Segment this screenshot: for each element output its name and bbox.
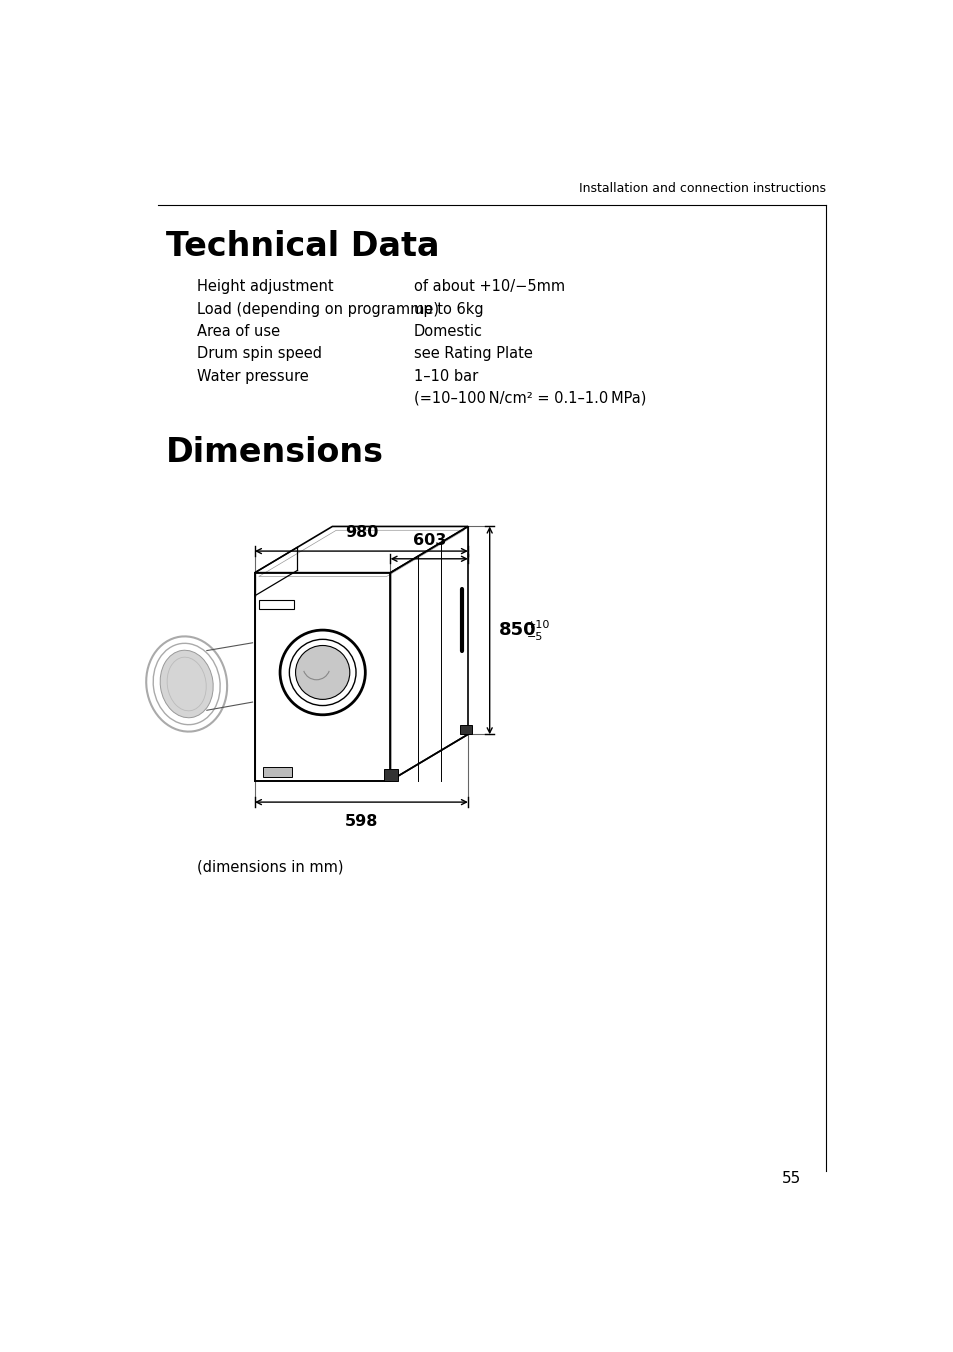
Text: of about +10/−5mm: of about +10/−5mm (414, 280, 564, 295)
Text: up to 6kg: up to 6kg (414, 301, 483, 316)
Text: Water pressure: Water pressure (196, 369, 308, 384)
Text: (dimensions in mm): (dimensions in mm) (196, 860, 343, 875)
Circle shape (295, 645, 350, 699)
Text: see Rating Plate: see Rating Plate (414, 346, 532, 361)
Text: 1–10 bar: 1–10 bar (414, 369, 477, 384)
Text: 980: 980 (344, 526, 377, 541)
Text: 850: 850 (498, 622, 536, 639)
Text: Load (depending on programme): Load (depending on programme) (196, 301, 438, 316)
Text: (=10–100 N/cm² = 0.1–1.0 MPa): (=10–100 N/cm² = 0.1–1.0 MPa) (414, 391, 645, 406)
Text: Drum spin speed: Drum spin speed (196, 346, 321, 361)
Text: Height adjustment: Height adjustment (196, 280, 333, 295)
Text: 603: 603 (412, 533, 445, 548)
Bar (262, 767, 292, 777)
Bar (384, 769, 397, 780)
Ellipse shape (160, 650, 213, 718)
Bar (459, 725, 472, 734)
Text: −5: −5 (526, 631, 542, 642)
Text: 598: 598 (344, 814, 377, 829)
Text: +10: +10 (526, 621, 550, 630)
Text: 55: 55 (781, 1171, 801, 1186)
Text: Technical Data: Technical Data (166, 230, 438, 264)
Text: Installation and connection instructions: Installation and connection instructions (578, 181, 825, 195)
Text: Domestic: Domestic (414, 324, 482, 339)
Text: Dimensions: Dimensions (166, 435, 383, 469)
Bar (258, 599, 294, 608)
Text: Area of use: Area of use (196, 324, 279, 339)
